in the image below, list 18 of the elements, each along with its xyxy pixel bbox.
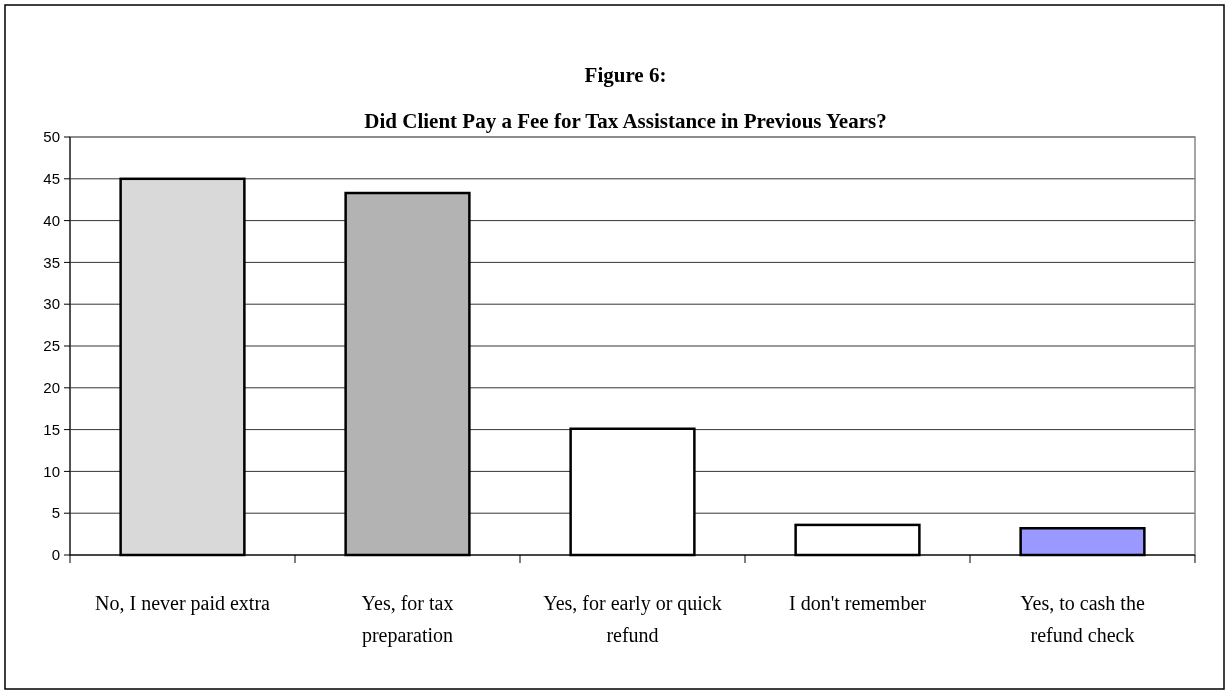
chart-title: Figure 6: bbox=[584, 63, 667, 87]
y-tick-label: 50 bbox=[43, 128, 60, 146]
y-tick-label: 40 bbox=[43, 211, 60, 229]
chart-subtitle: Did Client Pay a Fee for Tax Assistance in Previous Years? bbox=[364, 109, 887, 133]
y-tick-label: 45 bbox=[43, 170, 60, 188]
y-tick-label: 35 bbox=[43, 253, 60, 271]
x-tick-label: I don't remember bbox=[789, 592, 927, 614]
x-tick-label: Yes, to cash the refund check bbox=[1020, 592, 1145, 646]
y-tick-label: 0 bbox=[51, 546, 60, 564]
y-tick-label: 20 bbox=[43, 379, 60, 397]
x-tick-label: Yes, for early or quick refund bbox=[543, 592, 722, 646]
y-tick-label: 10 bbox=[43, 462, 60, 480]
y-tick-label: 15 bbox=[43, 420, 60, 438]
x-tick-label: Yes, for tax preparation bbox=[361, 592, 454, 647]
y-tick-label: 5 bbox=[51, 504, 60, 522]
y-tick-label: 25 bbox=[43, 337, 60, 355]
y-tick-label: 30 bbox=[43, 295, 60, 313]
x-tick-label: No, I never paid extra bbox=[95, 592, 271, 615]
